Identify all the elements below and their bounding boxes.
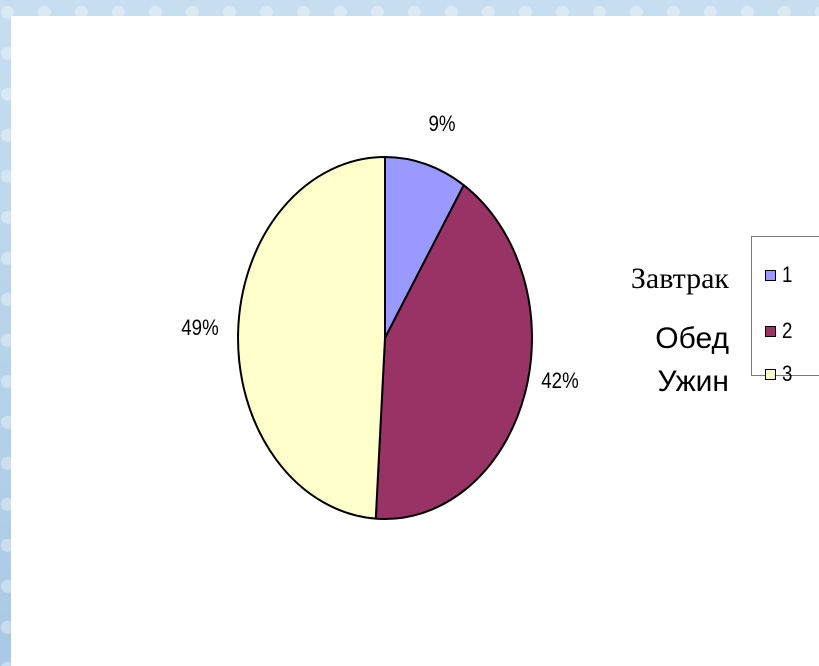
legend-swatch-3 [765,368,776,380]
legend-swatch-2 [765,325,776,337]
legend-entry-2: 2 [765,318,794,343]
chart-legend: 1 2 3 [751,236,819,386]
data-label-2: 42% [541,370,578,394]
category-label-lunch: Обед [655,322,729,355]
pie-slice-3 [237,156,386,520]
pie-slices [237,156,533,520]
legend-entry-1: 1 [765,262,794,287]
pie-slice-1 [384,156,465,339]
legend-swatch-1 [765,269,776,281]
category-label-dinner: Ужин [657,365,729,398]
legend-label-1: 1 [782,262,793,287]
legend-label-2: 2 [782,318,793,343]
category-label-breakfast: Завтрак [630,262,729,295]
legend-label-3: 3 [782,361,793,386]
legend-entry-3: 3 [765,361,794,386]
pie-slice-2 [374,184,533,520]
data-label-1: 9% [428,113,455,137]
data-label-3: 49% [181,317,218,341]
pie-data-labels: 9% 42% 49% [181,113,578,394]
